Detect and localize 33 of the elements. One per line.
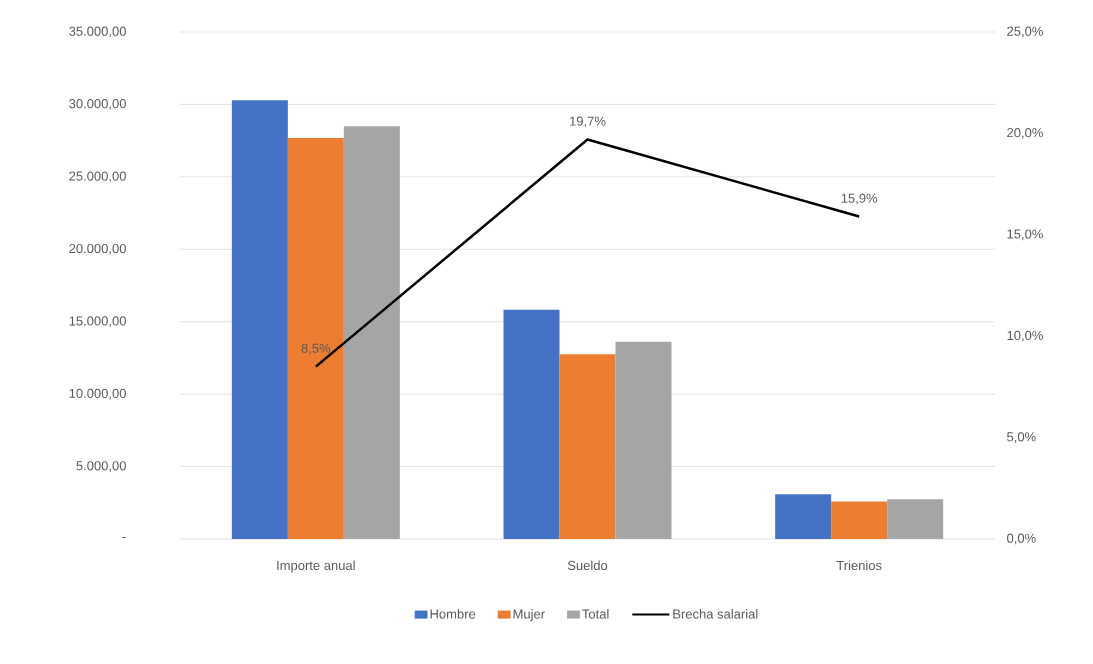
- y-tick-label: 5.000,00: [76, 461, 126, 472]
- legend-label: Mujer: [513, 609, 545, 622]
- data-label: 15,9%: [841, 193, 878, 205]
- y2-tick-label: 25,0%: [1007, 26, 1043, 38]
- x-tick-label: Trienios: [836, 560, 882, 571]
- y2-tick-label: 20,0%: [1007, 128, 1043, 139]
- data-label: 19,7%: [570, 116, 606, 128]
- bar: [615, 341, 672, 539]
- bar: [231, 100, 288, 539]
- legend-label: Brecha salarial: [673, 609, 758, 619]
- bar: [287, 138, 344, 539]
- legend-label: Hombre: [430, 609, 476, 619]
- x-tick-label: Sueldo: [567, 560, 608, 571]
- y2-tick-label: 10,0%: [1007, 330, 1043, 342]
- y-tick-label: 10.000,00: [69, 388, 126, 400]
- y-tick-label: 20.000,00: [69, 243, 126, 255]
- y2-tick-label: 0,0%: [1007, 533, 1036, 545]
- y-tick-label: -: [122, 537, 126, 539]
- bar: [887, 499, 944, 539]
- bar: [775, 494, 832, 539]
- bar: [559, 354, 616, 539]
- data-label: 8,5%: [301, 343, 331, 355]
- bar: [503, 309, 560, 539]
- y-tick-label: 30.000,00: [69, 99, 126, 110]
- y2-tick-label: 15,0%: [1007, 229, 1043, 241]
- y-tick-label: 25.000,00: [69, 171, 126, 183]
- x-tick-label: Importe anual: [277, 560, 355, 573]
- y-tick-label: 35.000,00: [69, 26, 126, 38]
- bar: [343, 126, 400, 539]
- bar: [831, 501, 888, 539]
- y-tick-label: 15.000,00: [69, 316, 126, 328]
- y2-tick-label: 5,0%: [1007, 432, 1036, 443]
- legend-label: Total: [582, 609, 609, 619]
